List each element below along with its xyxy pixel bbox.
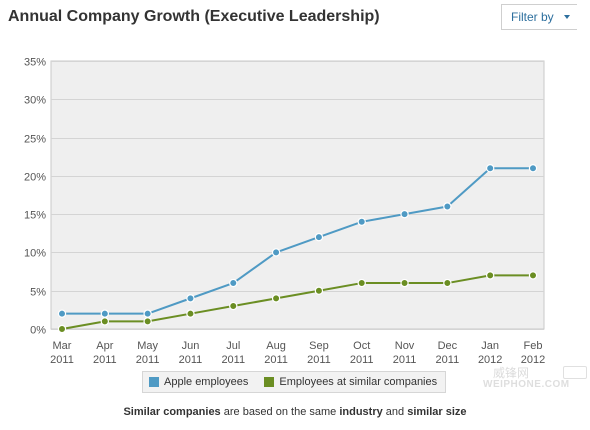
watermark-logo: 威锋网 WEIPHONE.COM bbox=[477, 364, 589, 394]
legend-label-apple: Apple employees bbox=[164, 376, 249, 388]
footnote-bold-industry: industry bbox=[339, 406, 383, 418]
data-point-similar bbox=[400, 278, 409, 288]
page-title: Annual Company Growth (Executive Leaders… bbox=[8, 8, 380, 25]
chevron-down-icon bbox=[563, 15, 570, 19]
data-point-similar bbox=[186, 309, 195, 318]
x-tick-label: Dec bbox=[438, 340, 458, 352]
x-tick-label: Sep bbox=[309, 340, 329, 352]
x-tick-label: 2011 bbox=[179, 354, 203, 366]
x-tick-label: Jul bbox=[226, 340, 240, 352]
x-tick-label: 2012 bbox=[478, 354, 502, 366]
plot-area bbox=[50, 60, 545, 330]
y-tick-label: 10% bbox=[24, 248, 46, 260]
data-point-similar bbox=[271, 294, 281, 303]
data-point-similar bbox=[485, 271, 495, 280]
x-tick-label: 2011 bbox=[436, 354, 460, 366]
filter-by-button[interactable]: Filter by bbox=[501, 4, 577, 30]
data-point-apple bbox=[314, 232, 324, 242]
data-point-similar bbox=[528, 271, 538, 280]
filter-by-label: Filter by bbox=[511, 10, 554, 24]
data-point-apple bbox=[271, 248, 281, 257]
watermark-en-text: WEIPHONE.COM bbox=[483, 379, 570, 390]
data-point-similar bbox=[443, 278, 452, 288]
data-point-similar bbox=[314, 286, 324, 295]
data-point-apple bbox=[229, 278, 238, 288]
data-point-apple bbox=[443, 202, 452, 211]
data-point-apple bbox=[143, 309, 152, 318]
y-tick-label: 5% bbox=[30, 287, 46, 299]
x-tick-label: Oct bbox=[353, 340, 370, 352]
data-point-apple bbox=[57, 309, 67, 318]
data-point-apple bbox=[485, 163, 495, 173]
watermark-cn-text: 威锋网 bbox=[493, 366, 530, 380]
y-tick-label: 20% bbox=[24, 172, 46, 184]
legend-label-similar: Employees at similar companies bbox=[279, 376, 438, 388]
x-tick-label: 2011 bbox=[221, 354, 245, 366]
footnote-text-2: and bbox=[382, 406, 408, 418]
x-tick-label: 2011 bbox=[264, 354, 288, 366]
legend-swatch-similar bbox=[264, 377, 275, 387]
growth-line-chart: 0% 5% 10% 15% 20% 25% 30% 35% Mar 2011 Apr 2011 May 2… bbox=[24, 57, 545, 367]
x-tick-label: Mar bbox=[53, 340, 72, 352]
data-point-similar bbox=[100, 317, 110, 326]
x-tick-label: 2011 bbox=[307, 354, 331, 366]
x-tick-label: 2011 bbox=[50, 354, 74, 366]
x-tick-label: 2011 bbox=[136, 354, 160, 366]
y-tick-label: 35% bbox=[24, 57, 46, 69]
data-point-apple bbox=[400, 209, 409, 219]
legend-item-similar[interactable]: Employees at similar companies bbox=[264, 376, 437, 388]
x-tick-label: Apr bbox=[96, 340, 113, 352]
data-point-apple bbox=[186, 294, 195, 303]
watermark-tag-icon bbox=[563, 366, 587, 379]
series-line-apple bbox=[62, 167, 533, 315]
x-tick-label: May bbox=[137, 340, 158, 352]
y-tick-label: 0% bbox=[30, 325, 46, 337]
data-point-apple bbox=[100, 309, 110, 318]
data-point-similar bbox=[357, 278, 366, 288]
footnote-text-1: are based on the same bbox=[220, 406, 340, 418]
x-tick-label: 2011 bbox=[350, 354, 374, 366]
data-point-apple bbox=[357, 217, 366, 226]
y-tick-label: 25% bbox=[24, 134, 46, 146]
legend-swatch-apple bbox=[149, 377, 159, 387]
y-tick-label: 15% bbox=[24, 210, 46, 222]
series-line-similar bbox=[61, 274, 533, 330]
x-tick-label: Nov bbox=[395, 340, 415, 352]
x-tick-label: 2012 bbox=[521, 354, 545, 366]
x-tick-label: Jun bbox=[182, 340, 200, 352]
x-tick-label: 2011 bbox=[93, 354, 117, 366]
data-point-similar bbox=[143, 317, 152, 326]
data-point-similar bbox=[57, 324, 67, 334]
x-tick-label: Feb bbox=[524, 340, 543, 352]
data-point-apple bbox=[528, 163, 538, 173]
footnote-bold-similar-companies: Similar companies bbox=[123, 406, 221, 418]
legend-item-apple[interactable]: Apple employees bbox=[149, 376, 248, 388]
y-tick-label: 30% bbox=[24, 95, 46, 107]
footnote-bold-similar-size: similar size bbox=[407, 406, 467, 418]
x-tick-label: 2011 bbox=[393, 354, 417, 366]
x-tick-label: Aug bbox=[266, 340, 286, 352]
footnote: Similar companies are based on the same … bbox=[0, 406, 590, 418]
chart-legend: Apple employees Employees at similar com… bbox=[142, 371, 446, 393]
data-point-similar bbox=[229, 301, 238, 311]
x-tick-label: Jan bbox=[481, 340, 499, 352]
